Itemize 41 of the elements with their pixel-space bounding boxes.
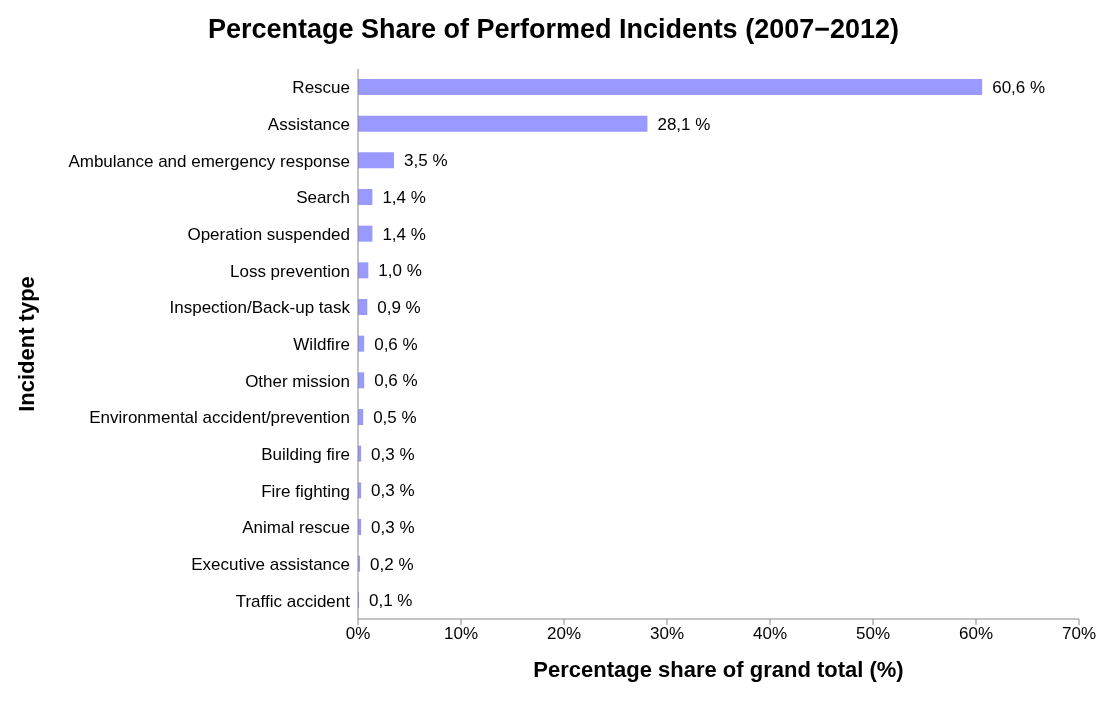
chart-title: Percentage Share of Performed Incidents (2007−2012) — [206, 13, 900, 46]
x-tick-label: 0% — [345, 624, 371, 644]
x-tick-label: 10% — [443, 624, 479, 644]
x-tick-label: 40% — [752, 624, 788, 644]
data-label: 0,6 % — [374, 334, 418, 354]
data-label: 60,6 % — [992, 78, 1046, 98]
x-tick-label: 50% — [855, 624, 891, 644]
y-tick-label: Environmental accident/prevention — [89, 408, 350, 428]
y-tick-label: Search — [296, 188, 350, 208]
y-tick-label: Fire fighting — [261, 481, 350, 501]
y-tick-label: Operation suspended — [187, 225, 350, 245]
y-axis-title: Incident type — [13, 276, 39, 412]
data-label: 0,5 % — [373, 408, 417, 428]
data-label: 1,4 % — [382, 224, 426, 244]
x-tick-label: 30% — [649, 624, 685, 644]
y-tick-label: Other mission — [245, 371, 350, 391]
data-label: 0,9 % — [377, 298, 421, 318]
y-tick-label: Building fire — [261, 445, 350, 465]
y-tick-label: Wildfire — [293, 335, 350, 355]
data-label: 3,5 % — [404, 151, 448, 171]
data-label: 0,6 % — [374, 371, 418, 391]
data-label: 28,1 % — [657, 114, 711, 134]
y-tick-label: Traffic accident — [235, 591, 351, 611]
data-label: 0,3 % — [371, 444, 415, 464]
y-tick-label: Rescue — [292, 78, 350, 98]
y-tick-label: Animal rescue — [242, 518, 350, 538]
y-tick-label: Assistance — [267, 115, 350, 135]
data-label: 0,1 % — [369, 591, 413, 611]
data-label: 1,4 % — [382, 188, 426, 208]
y-tick-label: Loss prevention — [229, 261, 350, 281]
x-tick-label: 60% — [958, 624, 994, 644]
y-tick-label: Executive assistance — [191, 555, 350, 575]
x-tick-label: 20% — [546, 624, 582, 644]
x-axis-title: Percentage share of grand total (%) — [533, 657, 904, 682]
x-tick-label: 70% — [1061, 624, 1097, 644]
data-label: 0,3 % — [371, 518, 415, 538]
data-label: 0,3 % — [371, 481, 415, 501]
data-label: 0,2 % — [370, 554, 414, 574]
y-tick-label: Inspection/Back-up task — [169, 298, 351, 318]
y-tick-label: Ambulance and emergency response — [68, 151, 350, 171]
data-label: 1,0 % — [378, 261, 422, 281]
